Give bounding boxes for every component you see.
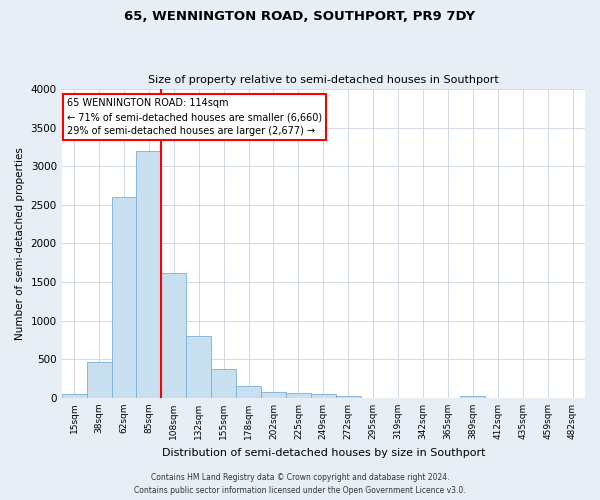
Bar [86, 362, 112, 398]
Bar [62, 394, 86, 398]
Bar [112, 197, 136, 398]
Text: 65, WENNINGTON ROAD, SOUTHPORT, PR9 7DY: 65, WENNINGTON ROAD, SOUTHPORT, PR9 7DY [124, 10, 476, 23]
Bar [460, 396, 485, 398]
Bar [336, 396, 361, 398]
Bar [311, 394, 336, 398]
Bar [286, 394, 311, 398]
Bar [161, 273, 186, 398]
Bar [186, 336, 211, 398]
Bar [136, 151, 161, 398]
Y-axis label: Number of semi-detached properties: Number of semi-detached properties [15, 147, 25, 340]
Bar [211, 368, 236, 398]
Text: 65 WENNINGTON ROAD: 114sqm
← 71% of semi-detached houses are smaller (6,660)
29%: 65 WENNINGTON ROAD: 114sqm ← 71% of semi… [67, 98, 322, 136]
Title: Size of property relative to semi-detached houses in Southport: Size of property relative to semi-detach… [148, 76, 499, 86]
Bar [261, 392, 286, 398]
Bar [236, 386, 261, 398]
Text: Contains HM Land Registry data © Crown copyright and database right 2024.
Contai: Contains HM Land Registry data © Crown c… [134, 474, 466, 495]
X-axis label: Distribution of semi-detached houses by size in Southport: Distribution of semi-detached houses by … [161, 448, 485, 458]
